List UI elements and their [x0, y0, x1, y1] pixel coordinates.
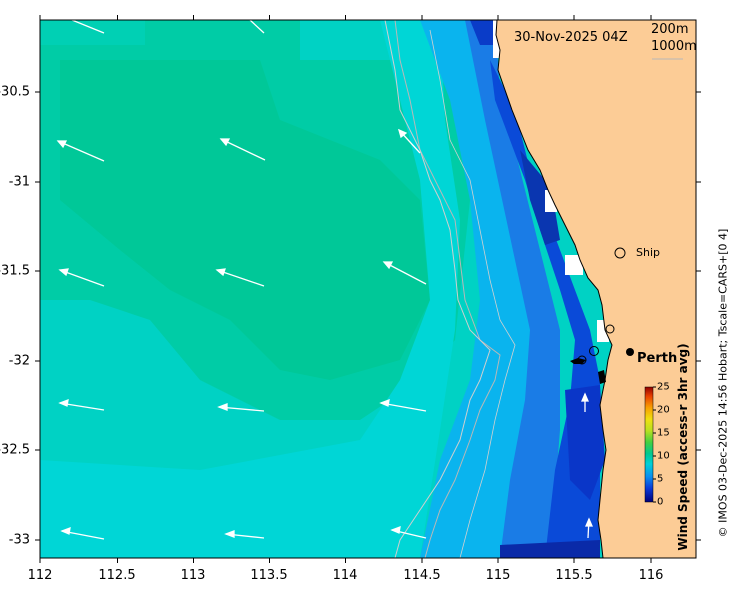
wind-arrow — [60, 526, 105, 540]
wind-arrow — [581, 392, 589, 412]
perth-marker — [626, 348, 634, 356]
wind-region-strong — [60, 60, 430, 380]
wind-region-coastal — [420, 20, 540, 558]
colorbar-title: Wind Speed (access-r 3hr avg) — [676, 343, 690, 551]
x-tick-label: 115.5 — [555, 568, 593, 583]
station-marker — [577, 355, 587, 365]
ship-label: Ship — [636, 246, 660, 259]
wind-arrow — [249, 20, 265, 34]
y-tick-label: -30.5 — [0, 84, 30, 100]
wind-arrow — [56, 140, 105, 162]
x-tick-label: 113.5 — [250, 568, 288, 583]
wind-arrow — [397, 128, 421, 154]
wind-arrow — [219, 138, 266, 161]
wind-arrow — [585, 517, 593, 539]
wind-arrow — [217, 403, 265, 412]
credit-text: © IMOS 03-Dec-2025 14:56 Hobart; Tscale=… — [716, 228, 730, 538]
colorbar-tick-label: 5 — [657, 473, 664, 485]
x-tick-label: 114.5 — [403, 568, 441, 583]
wind-vectors — [56, 20, 593, 540]
x-tick-label: 112 — [27, 568, 53, 583]
station-marker — [589, 346, 599, 356]
x-tick-label: 114 — [332, 568, 358, 583]
colorbar — [644, 386, 654, 503]
garden-island — [598, 370, 606, 384]
y-tick-label: -32 — [8, 353, 30, 369]
y-tick-label: -33 — [8, 532, 30, 548]
wind-arrow — [215, 268, 265, 287]
x-tick-label: 112.5 — [98, 568, 136, 583]
y-tick-label: -31.5 — [0, 263, 30, 279]
colorbar-tick-label: 20 — [657, 404, 670, 416]
x-tick-label: 113 — [180, 568, 206, 583]
wind-arrow — [390, 525, 427, 539]
plot-frame — [39, 19, 697, 559]
date-label: 30-Nov-2025 04Z — [514, 30, 628, 45]
colorbar-tick-label: 25 — [657, 381, 670, 393]
isobath-200m — [384, 20, 491, 558]
x-tick-label: 115 — [485, 568, 511, 583]
x-tick-label: 116 — [638, 568, 664, 583]
wind-arrow — [379, 398, 427, 412]
x-axis-ticks — [39, 15, 652, 563]
wind-arrow — [224, 530, 265, 539]
city-label-perth: Perth — [637, 351, 678, 366]
colorbar-tick-label: 15 — [657, 427, 670, 439]
isobath-label-200m: 200m — [651, 22, 689, 37]
y-tick-label: -31 — [8, 174, 30, 190]
ship-marker — [614, 247, 626, 259]
wind-region-nearshore — [40, 20, 460, 558]
isobath-label-1000m: 1000m — [651, 39, 697, 54]
colorbar-tick-label: 0 — [657, 496, 664, 508]
wind-arrow — [58, 268, 105, 287]
colorbar-ticks — [653, 386, 656, 503]
wind-arrow — [382, 261, 427, 285]
y-axis-ticks — [35, 91, 701, 541]
wind-region-low — [465, 20, 560, 558]
wind-arrow — [71, 20, 105, 34]
station-marker — [605, 324, 615, 334]
colorbar-tick-label: 10 — [657, 450, 670, 462]
y-tick-label: -32.5 — [0, 442, 30, 458]
wind-arrow — [58, 398, 105, 411]
